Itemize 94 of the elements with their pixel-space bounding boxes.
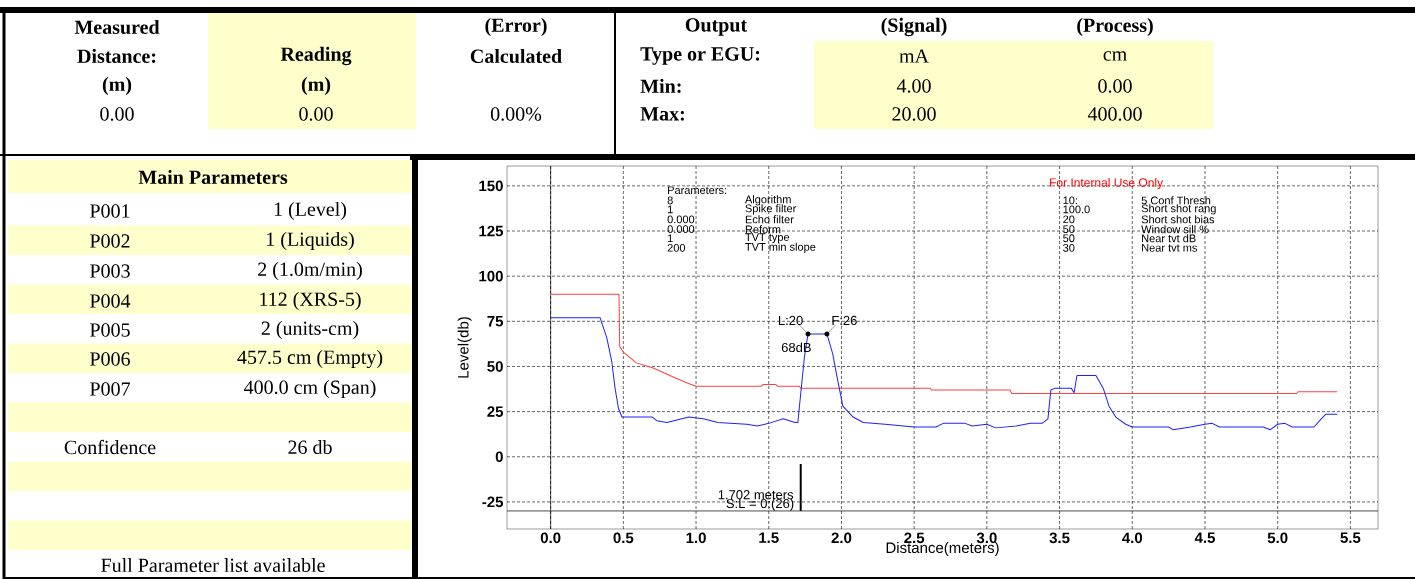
text: Main Parameters	[138, 169, 288, 185]
text: 400.00	[1087, 107, 1142, 121]
text: 2 (units-cm)	[261, 320, 359, 340]
text: 4.00	[896, 79, 931, 93]
annotation: Echo filter	[745, 215, 794, 224]
annotation: L:20	[778, 315, 803, 326]
text: 457.5 cm (Empty)	[237, 349, 383, 369]
x-tick-label: 5.0	[1267, 532, 1288, 544]
y-tick-label: 100	[479, 270, 503, 282]
annotation: Short shot rang	[1141, 204, 1216, 215]
annotation: 200	[667, 243, 686, 252]
text: 1 (Level)	[274, 201, 347, 221]
text: (Error)	[485, 17, 547, 37]
text: Min:	[640, 78, 681, 94]
x-tick-label: 1.5	[759, 532, 779, 543]
text: P002	[90, 234, 130, 248]
annotation: 1	[667, 234, 673, 243]
text: Calculated	[470, 48, 562, 64]
text: Measured	[74, 19, 160, 35]
y-tick-label: 50	[487, 361, 503, 372]
annotation: 30	[1063, 243, 1075, 252]
x-tick-label: 2.0	[831, 532, 852, 544]
y-tick-label: 75	[487, 316, 504, 327]
y-tick-label: 125	[479, 225, 504, 237]
annotation: 1.702 meters	[718, 490, 794, 500]
text: 1 (Liquids)	[267, 231, 354, 251]
text: 400.0 cm (Span)	[244, 379, 376, 399]
text: Max:	[640, 107, 684, 121]
annotation: Near tvt dB	[1142, 234, 1196, 243]
text: (m)	[301, 76, 331, 96]
x-tick-label: 4.5	[1194, 532, 1215, 543]
text: 0.00%	[490, 107, 542, 121]
text: Full Parameter list available	[101, 557, 325, 573]
text: Reading	[280, 46, 352, 66]
x-tick-label: 3.5	[1049, 532, 1070, 544]
annotation: Algorithm	[744, 195, 791, 206]
text: 26 db	[288, 439, 332, 455]
annotation: 8	[667, 196, 673, 205]
text: 112 (XRS-5)	[260, 291, 361, 311]
text: 0.00	[100, 107, 134, 121]
text: P004	[90, 294, 131, 308]
y-tick-label: 25	[487, 406, 504, 417]
annotation: F:26	[832, 315, 857, 326]
annotation: Window sill %	[1141, 225, 1209, 234]
y-axis-title: Level(db)	[457, 317, 472, 378]
text: Confidence	[64, 439, 156, 455]
text: P007	[90, 382, 130, 396]
annotation: 68dB	[781, 342, 811, 353]
x-tick-label: 1.0	[686, 532, 706, 544]
text: cm	[1103, 51, 1127, 61]
text: Distance:	[77, 48, 156, 64]
annotation: 1	[667, 205, 673, 214]
text: 0.00	[299, 107, 333, 121]
annotation: Spike filter	[745, 204, 797, 215]
text: Output	[685, 18, 748, 36]
text: 20.00	[892, 107, 936, 121]
text: mA	[899, 49, 929, 63]
annotation: For Internal Use Only	[1050, 177, 1164, 190]
text: P003	[90, 264, 130, 278]
text: P001	[90, 204, 130, 218]
annotation: Short shot bias	[1141, 215, 1215, 224]
line-series	[550, 293, 1338, 395]
text: (Signal)	[881, 17, 947, 37]
annotation: 50	[1063, 234, 1075, 243]
annotation: 0.000	[667, 225, 695, 234]
x-tick-label: 2.5	[904, 532, 925, 544]
x-tick-label: 3.0	[976, 532, 997, 544]
x-tick-label: 0.0	[540, 532, 561, 544]
x-tick-label: 4.0	[1122, 532, 1143, 544]
annotation: 50	[1063, 225, 1075, 234]
x-tick-label: 5.5	[1340, 532, 1361, 543]
y-tick-label: 150	[479, 180, 503, 192]
x-axis-title: Distance(meters)	[886, 542, 999, 557]
annotation: 0.000	[667, 215, 695, 224]
annotation: Parameters:	[668, 186, 727, 195]
text: Type or EGU:	[640, 47, 760, 65]
text: 2 (1.0m/min)	[258, 261, 362, 281]
y-tick-label: 0	[495, 451, 503, 463]
x-tick-label: 0.5	[613, 532, 634, 544]
annotation: TVT min slope	[745, 242, 816, 253]
y-tick-label: -25	[482, 496, 504, 508]
text: (Process)	[1077, 17, 1153, 37]
annotation: Near tvt ms	[1142, 243, 1198, 252]
text: P006	[90, 352, 130, 366]
text: P005	[90, 323, 130, 337]
annotation: 10:	[1063, 196, 1077, 205]
annotation: 5 Conf Thresh	[1141, 196, 1211, 205]
annotation: 100.0	[1063, 205, 1090, 214]
annotation: Reform	[745, 225, 781, 234]
annotation: TVT type	[745, 233, 790, 244]
text: 0.00	[1098, 79, 1132, 93]
annotation: 20	[1063, 215, 1075, 224]
line-series	[550, 317, 1338, 431]
text: (m)	[102, 76, 132, 96]
